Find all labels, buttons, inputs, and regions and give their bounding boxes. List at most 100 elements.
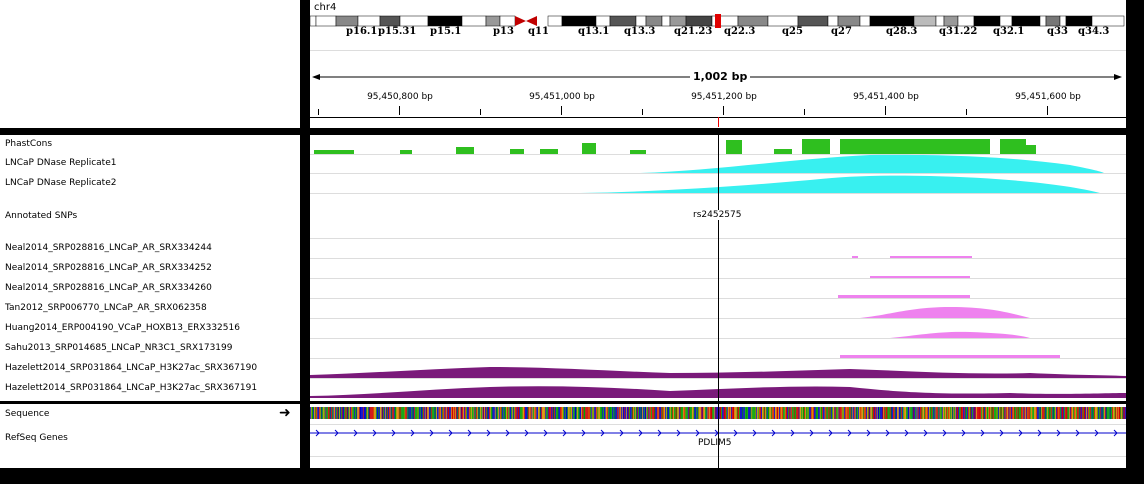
base	[955, 407, 957, 419]
base	[345, 407, 347, 419]
base	[906, 407, 907, 419]
base	[1020, 407, 1022, 419]
strand-chevron	[1056, 429, 1061, 437]
track-name-snps[interactable]: Annotated SNPs	[5, 211, 78, 221]
track-name-7[interactable]: Hazelett2014_SRP031864_LNCaP_H3K27ac_SRX…	[5, 363, 258, 373]
base	[520, 407, 522, 419]
base	[375, 407, 377, 419]
cytoband-label: q34.3	[1078, 26, 1110, 37]
base	[489, 407, 491, 419]
base	[524, 407, 526, 419]
base	[570, 407, 572, 419]
track-name-1[interactable]: Neal2014_SRP028816_LNCaP_AR_SRX334244	[5, 243, 212, 253]
base	[939, 407, 941, 419]
base	[882, 407, 884, 419]
base	[676, 407, 678, 419]
track-name-6[interactable]: Sahu2013_SRP014685_LNCaP_NR3C1_SRX173199	[5, 343, 233, 353]
cytoband-36	[1039, 15, 1047, 27]
base	[1112, 407, 1114, 419]
base	[808, 407, 810, 419]
track-name-phastcons[interactable]: PhastCons	[5, 139, 53, 149]
base	[1020, 407, 1021, 419]
base	[337, 407, 339, 419]
base	[387, 407, 389, 419]
base	[886, 407, 888, 419]
base	[785, 407, 787, 419]
base	[827, 407, 829, 419]
track-name-8[interactable]: Hazelett2014_SRP031864_LNCaP_H3K27ac_SRX…	[5, 383, 258, 393]
base	[502, 407, 504, 419]
base	[587, 407, 589, 419]
cytoband-7	[461, 15, 487, 27]
base	[428, 407, 429, 419]
track-name-dnase-2[interactable]: LNCaP DNase Replicate2	[5, 178, 117, 188]
snp-label[interactable]: rs2452575	[693, 210, 742, 220]
base	[335, 407, 337, 419]
base	[1049, 407, 1051, 419]
base	[701, 407, 703, 419]
feature-tracks-panel[interactable]: PDLIM5	[310, 404, 1126, 468]
base	[339, 407, 341, 419]
cytoband-6	[427, 15, 463, 27]
base	[332, 407, 334, 419]
base	[1053, 407, 1055, 419]
track-name-sequence[interactable]: Sequence	[5, 409, 50, 419]
track-name-refseq[interactable]: RefSeq Genes	[5, 433, 68, 443]
base	[411, 407, 413, 419]
base	[952, 407, 954, 419]
base	[410, 407, 412, 419]
current-region-marker	[715, 14, 721, 28]
base	[817, 407, 819, 419]
cytoband-16	[661, 15, 671, 27]
base	[455, 407, 457, 419]
base	[1047, 407, 1049, 419]
base	[371, 407, 372, 419]
track-name-dnase-1[interactable]: LNCaP DNase Replicate1	[5, 158, 117, 168]
ruler[interactable]: 95,450,800 bp 95,451,000 bp 95,451,200 bp 9…	[310, 92, 1126, 122]
gene-label[interactable]: PDLIM5	[698, 438, 732, 448]
base	[1083, 407, 1085, 419]
base	[1072, 407, 1074, 419]
header-divider	[310, 50, 1126, 51]
strand-chevron	[885, 429, 890, 437]
base	[511, 407, 513, 419]
base	[437, 407, 438, 419]
base	[415, 407, 417, 419]
track-name-5[interactable]: Huang2014_ERP004190_VCaP_HOXB13_ERX33251…	[5, 323, 240, 333]
base	[578, 407, 580, 419]
base	[963, 407, 965, 419]
base	[353, 407, 355, 419]
base	[655, 407, 657, 419]
base	[1111, 407, 1113, 419]
base	[482, 407, 484, 419]
base	[1090, 407, 1092, 419]
cytoband-0	[310, 15, 317, 27]
strand-chevron	[581, 429, 586, 437]
strand-chevron	[1075, 429, 1080, 437]
data-tracks-panel[interactable]: rs2452575	[310, 135, 1126, 401]
track-name-3[interactable]: Neal2014_SRP028816_LNCaP_AR_SRX334260	[5, 283, 212, 293]
track-name-4[interactable]: Tan2012_SRP006770_LNCaP_AR_SRX062358	[5, 303, 207, 313]
cytoband-2	[335, 15, 359, 27]
base	[833, 407, 835, 419]
base	[576, 407, 578, 419]
base	[1012, 407, 1014, 419]
base	[803, 407, 805, 419]
base	[338, 407, 340, 419]
base	[712, 407, 714, 419]
cytoband-10	[547, 15, 563, 27]
base	[376, 407, 378, 419]
strand-arrow-icon[interactable]: ➜	[279, 405, 291, 421]
base	[981, 407, 983, 419]
track-name-2[interactable]: Neal2014_SRP028816_LNCaP_AR_SRX334252	[5, 263, 212, 273]
chromosome-ideogram[interactable]	[310, 14, 1126, 28]
base	[707, 407, 709, 419]
base	[831, 407, 833, 419]
base	[567, 407, 569, 419]
base	[915, 407, 917, 419]
base	[696, 407, 698, 419]
base	[748, 407, 750, 419]
base	[315, 407, 317, 419]
base	[419, 407, 420, 419]
base	[753, 407, 754, 419]
